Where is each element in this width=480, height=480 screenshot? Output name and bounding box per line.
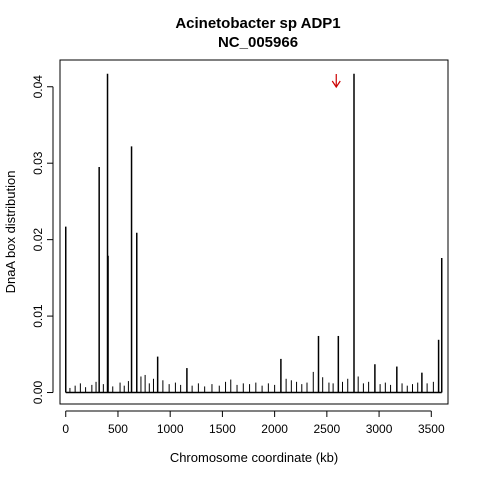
- x-tick-label: 3000: [366, 422, 393, 436]
- x-tick-label: 3500: [418, 422, 445, 436]
- x-tick-label: 2500: [313, 422, 340, 436]
- y-tick-label: 0.02: [31, 228, 45, 252]
- bars-group: [64, 73, 443, 394]
- arrow-head: [331, 80, 341, 89]
- chart-title-line-2: NC_005966: [218, 34, 298, 51]
- y-tick-label: 0.01: [31, 304, 45, 328]
- x-axis: 0 500 1000 1500 2000 2500 3000 3500: [62, 410, 445, 436]
- x-axis-label: Chromosome coordinate (kb): [170, 450, 338, 465]
- y-axis-label: DnaA box distribution: [3, 171, 18, 294]
- x-tick-label: 2000: [261, 422, 288, 436]
- x-tick-label: 0: [62, 422, 69, 436]
- x-tick-label: 1000: [157, 422, 184, 436]
- y-tick-label: 0.03: [31, 151, 45, 175]
- chart-title-line-1: Acinetobacter sp ADP1: [175, 15, 340, 32]
- y-tick-label: 0.00: [31, 381, 45, 405]
- x-tick-label: 1500: [209, 422, 236, 436]
- x-tick-label: 500: [108, 422, 128, 436]
- y-axis: 0.00 0.01 0.02 0.03 0.04: [31, 75, 54, 405]
- arrow-marker: [331, 74, 341, 89]
- y-tick-label: 0.04: [31, 75, 45, 99]
- plot-frame: [59, 59, 449, 405]
